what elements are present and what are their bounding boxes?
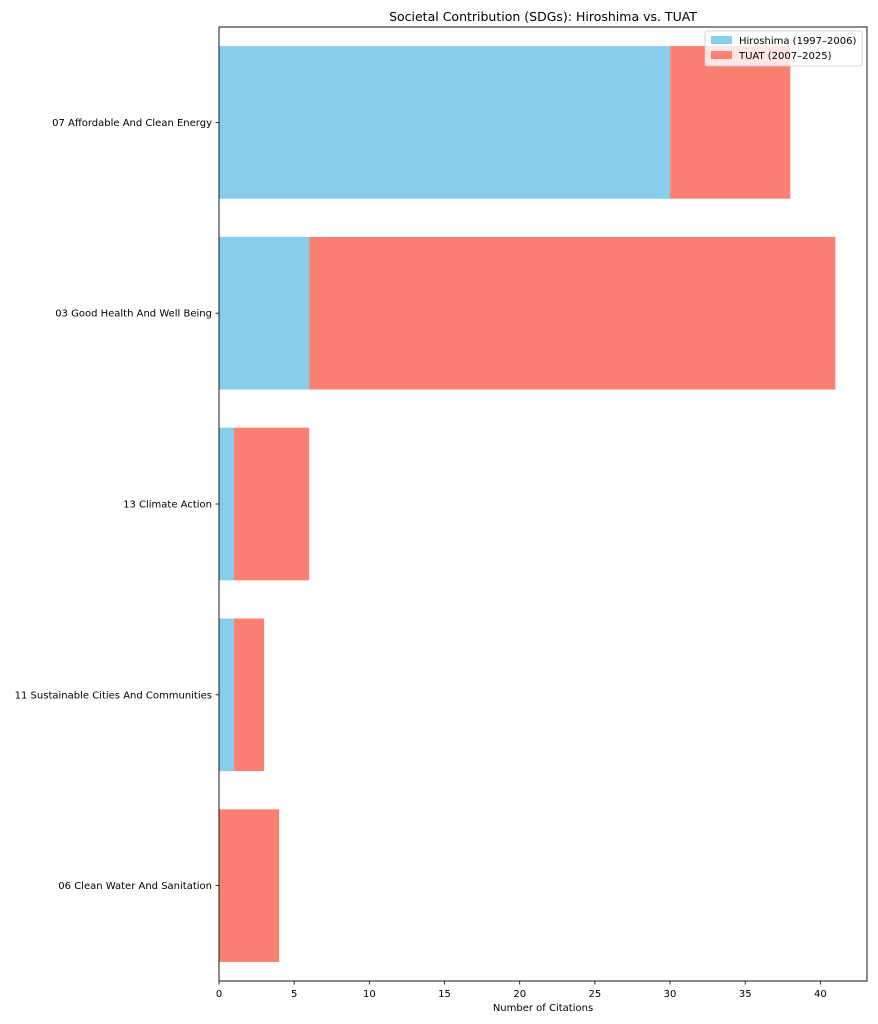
x-tick-label: 5 — [291, 989, 297, 1000]
y-tick-label: 07 Affordable And Clean Energy — [52, 118, 212, 129]
chart-title: Societal Contribution (SDGs): Hiroshima … — [389, 9, 697, 24]
legend: Hiroshima (1997–2006) TUAT (2007–2025) — [704, 30, 863, 67]
bar-tuat — [234, 427, 310, 581]
legend-swatch-tuat — [711, 51, 732, 59]
x-axis: 0 5 10 15 20 25 30 35 40 — [216, 981, 827, 1000]
x-tick-label: 0 — [216, 989, 222, 1000]
y-tick-label: 11 Sustainable Cities And Communities — [15, 690, 212, 701]
bar-tuat — [309, 236, 836, 390]
bars-group — [219, 46, 836, 962]
bar-hiroshima — [219, 427, 235, 581]
bar-hiroshima — [219, 236, 310, 390]
y-axis: 07 Affordable And Clean Energy 03 Good He… — [15, 118, 219, 892]
y-tick-label: 06 Clean Water And Sanitation — [58, 881, 212, 892]
x-axis-label: Number of Citations — [493, 1003, 593, 1014]
legend-swatch-hiroshima — [711, 36, 732, 44]
legend-label-hiroshima: Hiroshima (1997–2006) — [739, 36, 856, 47]
x-tick-label: 20 — [513, 989, 526, 1000]
legend-label-tuat: TUAT (2007–2025) — [738, 51, 832, 62]
x-tick-label: 35 — [739, 989, 752, 1000]
x-tick-label: 15 — [438, 989, 451, 1000]
bar-tuat — [219, 809, 280, 962]
bar-hiroshima — [219, 46, 671, 199]
x-tick-label: 25 — [589, 989, 602, 1000]
legend-frame — [704, 30, 863, 67]
x-tick-label: 30 — [664, 989, 677, 1000]
x-tick-label: 10 — [363, 989, 376, 1000]
y-tick-label: 13 Climate Action — [123, 500, 212, 511]
bar-tuat — [234, 618, 265, 772]
bar-hiroshima — [219, 618, 235, 772]
x-tick-label: 40 — [814, 989, 827, 1000]
y-tick-label: 03 Good Health And Well Being — [55, 309, 212, 320]
bar-tuat — [670, 46, 791, 199]
